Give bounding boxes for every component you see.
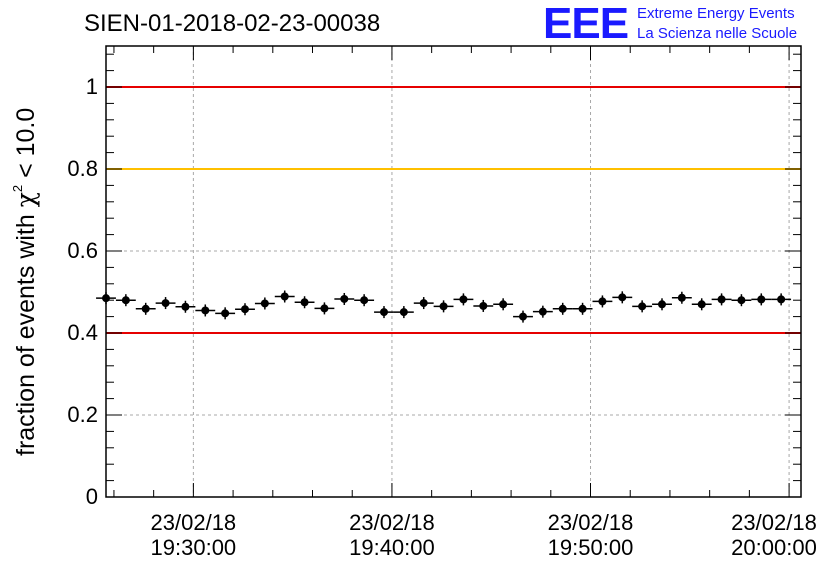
data-point xyxy=(737,296,746,305)
run-title: SIEN-01-2018-02-23-00038 xyxy=(84,10,381,37)
eee-logo: EEE Extreme Energy Events La Scienza nel… xyxy=(543,2,833,50)
x-tick-label: 23/02/18 19:50:00 xyxy=(531,510,651,560)
data-point xyxy=(499,300,508,309)
data-point xyxy=(141,304,150,313)
data-point xyxy=(558,304,567,313)
data-point xyxy=(221,309,230,318)
y-tick-label: 0 xyxy=(85,484,98,509)
data-point xyxy=(102,294,110,303)
x-tick-time: 19:40:00 xyxy=(349,535,435,560)
x-tick-date: 23/02/18 xyxy=(349,510,435,535)
data-point xyxy=(320,304,329,313)
data-point xyxy=(300,298,309,307)
logo-line-1: Extreme Energy Events xyxy=(637,5,795,22)
data-point xyxy=(538,307,547,316)
data-point xyxy=(697,300,706,309)
x-tick-time: 20:00:00 xyxy=(731,535,817,560)
data-point xyxy=(777,295,786,304)
data-point xyxy=(658,300,666,309)
y-tick-label: 0.8 xyxy=(67,156,98,181)
data-point xyxy=(340,294,349,303)
data-point xyxy=(241,305,249,314)
data-point xyxy=(419,299,428,308)
logo-line-2: La Scienza nelle Scuole xyxy=(637,25,798,42)
x-tick-date: 23/02/18 xyxy=(547,510,634,535)
x-tick-date: 23/02/18 xyxy=(731,510,817,535)
logo-mark: EEE xyxy=(543,0,629,48)
x-tick-label: 23/02/18 19:40:00 xyxy=(332,510,452,560)
plot-frame xyxy=(105,45,802,498)
data-point xyxy=(578,304,587,313)
data-point xyxy=(638,302,647,311)
data-point xyxy=(757,295,766,304)
data-point xyxy=(201,306,210,315)
data-point xyxy=(161,299,170,308)
data-point xyxy=(717,295,726,304)
data-point xyxy=(519,312,527,321)
data-point xyxy=(260,299,269,308)
y-tick-label: 0.4 xyxy=(67,320,98,345)
data-point xyxy=(479,301,488,310)
x-tick-time: 19:30:00 xyxy=(150,535,237,560)
data-point xyxy=(459,295,468,304)
x-tick-time: 19:50:00 xyxy=(547,535,634,560)
data-point xyxy=(677,293,686,302)
data-point xyxy=(360,296,369,305)
data-point xyxy=(121,296,130,305)
data-point xyxy=(280,292,289,301)
x-tick-date: 23/02/18 xyxy=(150,510,237,535)
data-point xyxy=(380,308,388,317)
y-tick-label: 0.6 xyxy=(67,238,98,263)
data-point xyxy=(399,308,408,317)
data-point xyxy=(439,302,448,311)
y-tick-label: 1 xyxy=(85,74,98,99)
data-point xyxy=(181,302,190,311)
y-tick-label: 0.2 xyxy=(67,402,98,427)
x-tick-label: 23/02/18 19:30:00 xyxy=(133,510,253,560)
data-point xyxy=(618,293,627,302)
x-tick-label: 23/02/18 20:00:00 xyxy=(714,510,834,560)
data-point xyxy=(598,297,607,306)
